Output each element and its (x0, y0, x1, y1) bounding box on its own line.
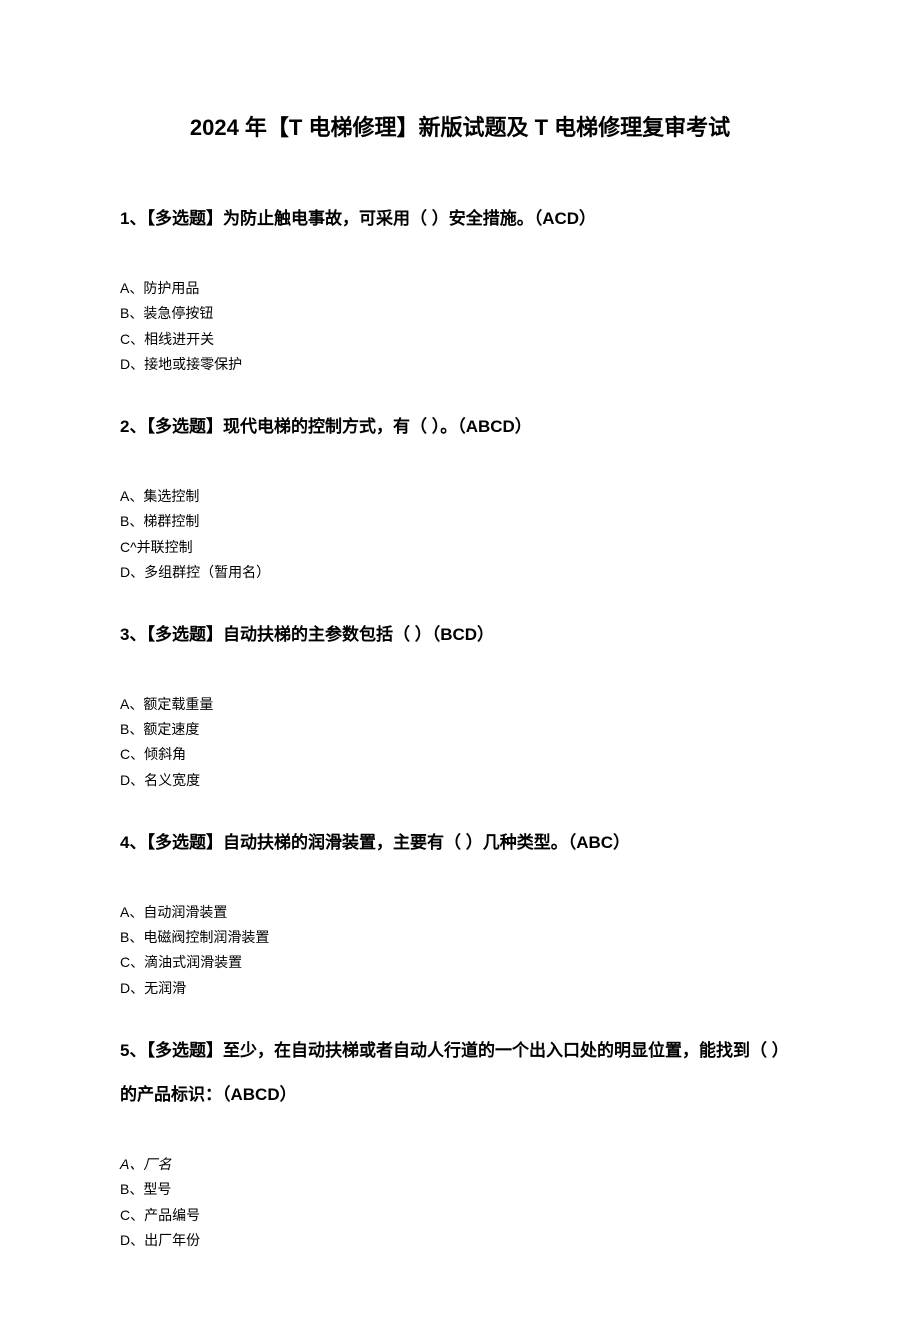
question-text: 1、【多选题】为防止触电事故，可采用（ ）安全措施。（ACD） (120, 197, 800, 241)
question-block-5: 5、【多选题】至少，在自动扶梯或者自动人行道的一个出入口处的明显位置，能找到（ … (120, 1029, 800, 1253)
options-list: A、集选控制 B、梯群控制 C^并联控制 D、多组群控（暂用名） (120, 484, 800, 585)
option-b: B、梯群控制 (120, 509, 800, 534)
option-d: D、接地或接零保护 (120, 352, 800, 377)
option-a: A、防护用品 (120, 276, 800, 301)
question-content: 【多选题】为防止触电事故，可采用（ ）安全措施。（ACD） (146, 209, 596, 228)
option-d: D、多组群控（暂用名） (120, 560, 800, 585)
question-text: 3、【多选题】自动扶梯的主参数包括（ ）（BCD） (120, 613, 800, 657)
option-c: C、产品编号 (120, 1203, 800, 1228)
question-number: 2、 (120, 417, 146, 436)
option-c: C、倾斜角 (120, 742, 800, 767)
question-text: 5、【多选题】至少，在自动扶梯或者自动人行道的一个出入口处的明显位置，能找到（ … (120, 1029, 800, 1117)
options-list: A、额定载重量 B、额定速度 C、倾斜角 D、名义宽度 (120, 692, 800, 793)
option-a: A、额定载重量 (120, 692, 800, 717)
document-title: 2024 年【T 电梯修理】新版试题及 T 电梯修理复审考试 (120, 110, 800, 142)
option-c: C^并联控制 (120, 535, 800, 560)
question-block-2: 2、【多选题】现代电梯的控制方式，有（ ）。（ABCD） A、集选控制 B、梯群… (120, 405, 800, 585)
question-content: 【多选题】现代电梯的控制方式，有（ ）。（ABCD） (146, 417, 531, 436)
option-a: A、自动润滑装置 (120, 900, 800, 925)
options-list: A、厂名 B、型号 C、产品编号 D、出厂年份 (120, 1152, 800, 1253)
question-block-1: 1、【多选题】为防止触电事故，可采用（ ）安全措施。（ACD） A、防护用品 B… (120, 197, 800, 377)
option-b: B、装急停按钮 (120, 301, 800, 326)
option-b: B、电磁阀控制润滑装置 (120, 925, 800, 950)
question-number: 4、 (120, 833, 146, 852)
question-content: 【多选题】至少，在自动扶梯或者自动人行道的一个出入口处的明显位置，能找到（ ）的… (120, 1041, 789, 1104)
option-b: B、型号 (120, 1177, 800, 1202)
option-c: C、相线进开关 (120, 327, 800, 352)
question-block-4: 4、【多选题】自动扶梯的润滑装置，主要有（ ）几种类型。（ABC） A、自动润滑… (120, 821, 800, 1001)
question-content: 【多选题】自动扶梯的主参数包括（ ）（BCD） (146, 625, 494, 644)
question-block-3: 3、【多选题】自动扶梯的主参数包括（ ）（BCD） A、额定载重量 B、额定速度… (120, 613, 800, 793)
option-a: A、厂名 (120, 1152, 800, 1177)
option-c: C、滴油式润滑装置 (120, 950, 800, 975)
question-text: 2、【多选题】现代电梯的控制方式，有（ ）。（ABCD） (120, 405, 800, 449)
option-a-label: A、厂名 (120, 1156, 171, 1172)
option-d: D、无润滑 (120, 976, 800, 1001)
option-b: B、额定速度 (120, 717, 800, 742)
option-d: D、出厂年份 (120, 1228, 800, 1253)
option-a: A、集选控制 (120, 484, 800, 509)
question-number: 5、 (120, 1041, 146, 1060)
options-list: A、防护用品 B、装急停按钮 C、相线进开关 D、接地或接零保护 (120, 276, 800, 377)
question-content: 【多选题】自动扶梯的润滑装置，主要有（ ）几种类型。（ABC） (146, 833, 630, 852)
question-text: 4、【多选题】自动扶梯的润滑装置，主要有（ ）几种类型。（ABC） (120, 821, 800, 865)
options-list: A、自动润滑装置 B、电磁阀控制润滑装置 C、滴油式润滑装置 D、无润滑 (120, 900, 800, 1001)
question-number: 3、 (120, 625, 146, 644)
option-d: D、名义宽度 (120, 768, 800, 793)
question-number: 1、 (120, 209, 146, 228)
